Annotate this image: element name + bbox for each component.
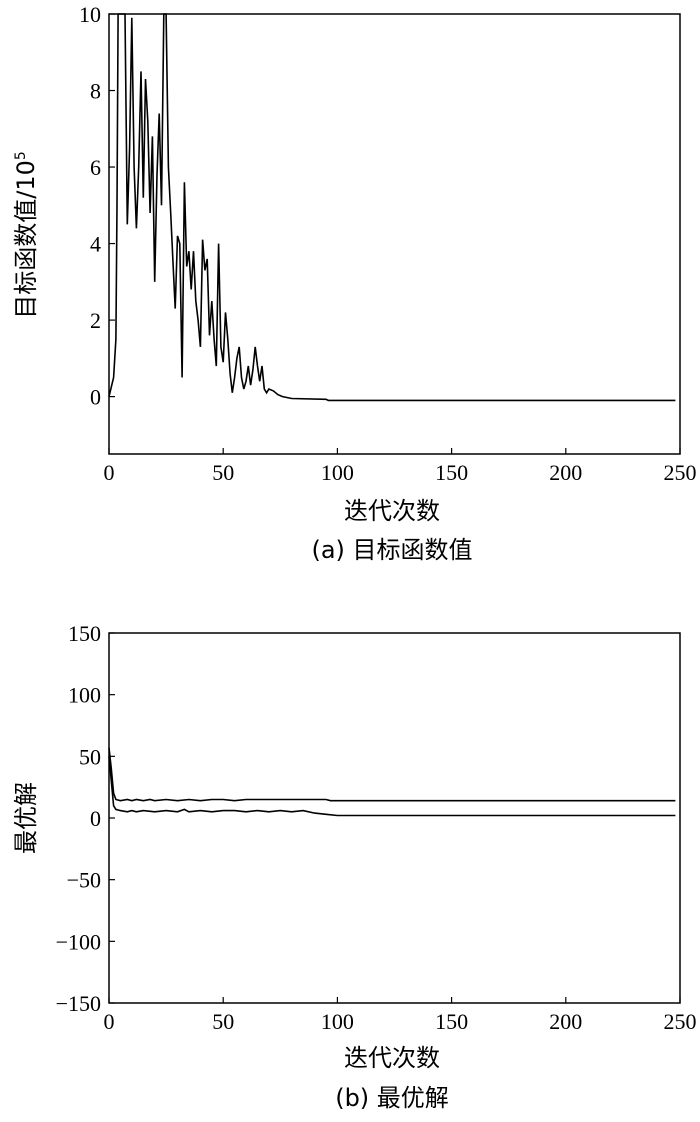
- x-tick-label: 50: [212, 1009, 234, 1034]
- caption-b: (b) 最优解: [335, 1084, 449, 1112]
- solution-line-2: [108, 756, 676, 817]
- xlabel-b: 迭代次数: [344, 1044, 440, 1072]
- chart-objective-value: 0 50 100 150 200 250 0 2 4 6 8 10 目标函数值/105 迭代次数 (a…: [12, 2, 697, 564]
- x-tick-label: 50: [212, 460, 234, 485]
- y-tick-label: 100: [68, 683, 101, 708]
- x-tick-label: 150: [435, 1009, 468, 1034]
- y-tick-label: −150: [56, 991, 101, 1016]
- x-tick-label: 200: [549, 460, 582, 485]
- y-tick-label: 0: [90, 806, 101, 831]
- x-tick-label: 100: [321, 460, 354, 485]
- y-tick-label: 10: [79, 2, 101, 27]
- y-tick-label: 2: [90, 308, 101, 333]
- y-tick-label: −50: [67, 868, 101, 893]
- y-tick-label: 4: [90, 232, 101, 257]
- y-tick-label: 0: [90, 385, 101, 410]
- caption-a: (a) 目标函数值: [311, 536, 472, 564]
- y-tick-label: 6: [90, 155, 101, 180]
- objective-line: [108, 13, 676, 402]
- xlabel-a: 迭代次数: [344, 497, 440, 525]
- y-tick-label: −100: [56, 929, 101, 954]
- plot-frame-a: [108, 13, 681, 455]
- x-tick-label: 0: [104, 460, 115, 485]
- ylabel-b: 最优解: [12, 782, 40, 854]
- x-tick-label: 150: [435, 460, 468, 485]
- x-tick-label: 250: [664, 1009, 697, 1034]
- plot-frame-b: [108, 632, 681, 1004]
- axes-a: 0 50 100 150 200 250 0 2 4 6 8 10: [79, 2, 697, 485]
- x-tick-label: 100: [321, 1009, 354, 1034]
- x-tick-label: 0: [104, 1009, 115, 1034]
- y-tick-label: 50: [79, 744, 101, 769]
- y-tick-label: 150: [68, 621, 101, 646]
- ylabel-a: 目标函数值/105: [12, 151, 40, 319]
- y-tick-label: 8: [90, 79, 101, 104]
- x-tick-label: 200: [549, 1009, 582, 1034]
- x-tick-label: 250: [664, 460, 697, 485]
- axes-b: 0 50 100 150 200 250 −150 −100 −50 0 50 100 150: [56, 621, 697, 1034]
- solution-line-1: [108, 747, 676, 802]
